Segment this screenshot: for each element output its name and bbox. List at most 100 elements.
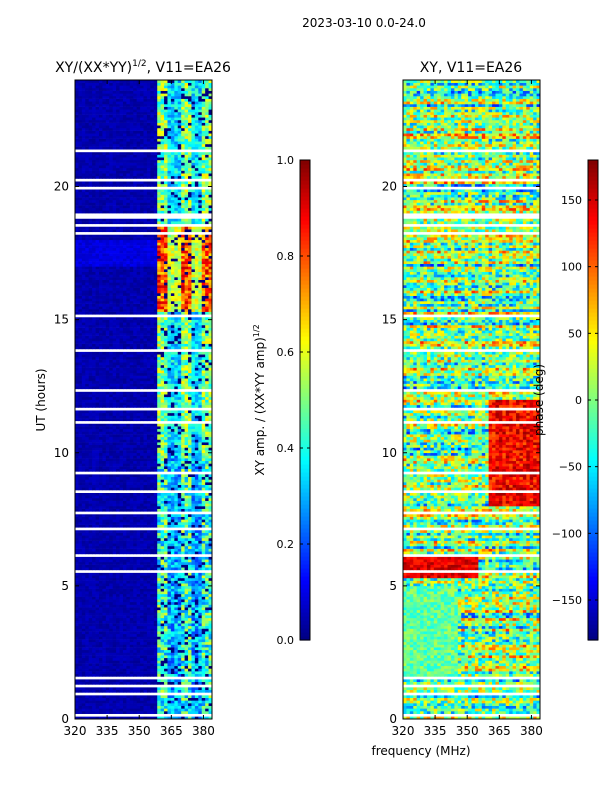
- amplitude-cell: [140, 660, 144, 664]
- amplitude-cell: [160, 532, 165, 536]
- amplitude-cell: [78, 665, 83, 669]
- amplitude-cell: [194, 383, 199, 387]
- amplitude-cell: [160, 572, 165, 576]
- amplitude-cell: [184, 500, 189, 504]
- amplitude-cell: [208, 647, 212, 651]
- amplitude-cell: [181, 524, 185, 528]
- amplitude-cell: [112, 545, 117, 549]
- amplitude-cell: [75, 556, 79, 560]
- amplitude-cell: [81, 391, 86, 395]
- amplitude-cell: [188, 354, 192, 358]
- amplitude-cell: [167, 476, 172, 480]
- amplitude-cell: [177, 402, 182, 406]
- amplitude-cell: [201, 572, 206, 576]
- amplitude-cell: [164, 625, 168, 629]
- amplitude-cell: [177, 463, 182, 467]
- amplitude-cell: [208, 516, 212, 520]
- amplitude-cell: [143, 588, 148, 592]
- amplitude-cell: [201, 633, 206, 637]
- amplitude-cell: [153, 583, 158, 587]
- amplitude-cell: [198, 386, 203, 390]
- amplitude-cell: [78, 599, 83, 603]
- amplitude-cell: [177, 697, 182, 701]
- amplitude-cell: [119, 426, 124, 430]
- amplitude-cell: [95, 572, 100, 576]
- amplitude-cell: [88, 548, 93, 552]
- amplitude-cell: [160, 567, 165, 571]
- amplitude-cell: [136, 641, 141, 645]
- amplitude-cell: [191, 404, 196, 408]
- amplitude-cell: [205, 529, 209, 533]
- amplitude-cell: [181, 436, 185, 440]
- amplitude-cell: [205, 623, 209, 627]
- amplitude-cell: [160, 359, 165, 363]
- amplitude-cell: [184, 428, 189, 432]
- amplitude-cell: [81, 532, 86, 536]
- amplitude-cell: [184, 655, 189, 659]
- amplitude-cell: [157, 442, 162, 446]
- amplitude-cell: [126, 689, 131, 693]
- amplitude-cell: [102, 548, 107, 552]
- amplitude-cell: [78, 639, 83, 643]
- amplitude-cell: [119, 572, 124, 576]
- amplitude-cell: [184, 455, 189, 459]
- amplitude-cell: [167, 468, 172, 472]
- amplitude-cell: [136, 620, 141, 624]
- amplitude-cell: [164, 665, 168, 669]
- amplitude-cell: [201, 474, 206, 478]
- amplitude-cell: [116, 506, 120, 509]
- amplitude-cell: [95, 591, 100, 595]
- amplitude-cell: [184, 508, 189, 512]
- amplitude-cell: [198, 383, 203, 387]
- amplitude-cell: [88, 652, 93, 656]
- amplitude-cell: [188, 466, 192, 470]
- amplitude-cell: [129, 431, 134, 435]
- amplitude-cell: [75, 703, 79, 706]
- amplitude-cell: [78, 431, 83, 435]
- amplitude-cell: [119, 593, 124, 597]
- amplitude-cell: [88, 673, 93, 677]
- amplitude-cell: [75, 468, 79, 472]
- amplitude-cell: [129, 354, 134, 358]
- amplitude-cell: [119, 474, 124, 478]
- amplitude-cell: [157, 636, 162, 640]
- amplitude-cell: [146, 492, 151, 496]
- amplitude-cell: [81, 383, 86, 387]
- amplitude-cell: [126, 439, 131, 443]
- amplitude-cell: [129, 631, 134, 635]
- amplitude-cell: [126, 442, 131, 446]
- amplitude-cell: [136, 652, 141, 656]
- amplitude-cell: [170, 404, 175, 408]
- amplitude-cell: [177, 561, 182, 565]
- amplitude-cell: [119, 476, 124, 480]
- amplitude-cell: [198, 532, 203, 536]
- amplitude-cell: [205, 556, 209, 560]
- amplitude-cell: [126, 644, 131, 648]
- amplitude-cell: [136, 482, 141, 485]
- amplitude-cell: [78, 439, 83, 443]
- amplitude-cell: [157, 625, 162, 629]
- amplitude-cell: [102, 588, 107, 592]
- amplitude-cell: [112, 394, 117, 398]
- amplitude-cell: [116, 476, 120, 480]
- amplitude-cell: [95, 580, 100, 584]
- amplitude-cell: [198, 636, 203, 640]
- amplitude-cell: [188, 537, 192, 541]
- amplitude-cell: [160, 410, 165, 414]
- amplitude-cell: [150, 513, 155, 517]
- amplitude-cell: [98, 396, 103, 400]
- amplitude-cell: [140, 697, 144, 701]
- amplitude-cell: [198, 380, 203, 384]
- amplitude-cell: [81, 466, 86, 470]
- amplitude-cell: [188, 423, 192, 427]
- amplitude-cell: [126, 396, 131, 400]
- amplitude-cell: [150, 591, 155, 595]
- amplitude-cell: [78, 391, 83, 395]
- amplitude-cell: [129, 583, 134, 587]
- amplitude-cell: [177, 673, 182, 677]
- amplitude-cell: [140, 434, 144, 438]
- amplitude-cell: [150, 599, 155, 603]
- amplitude-cell: [88, 601, 93, 605]
- amplitude-cell: [102, 506, 107, 509]
- amplitude-cell: [122, 450, 127, 454]
